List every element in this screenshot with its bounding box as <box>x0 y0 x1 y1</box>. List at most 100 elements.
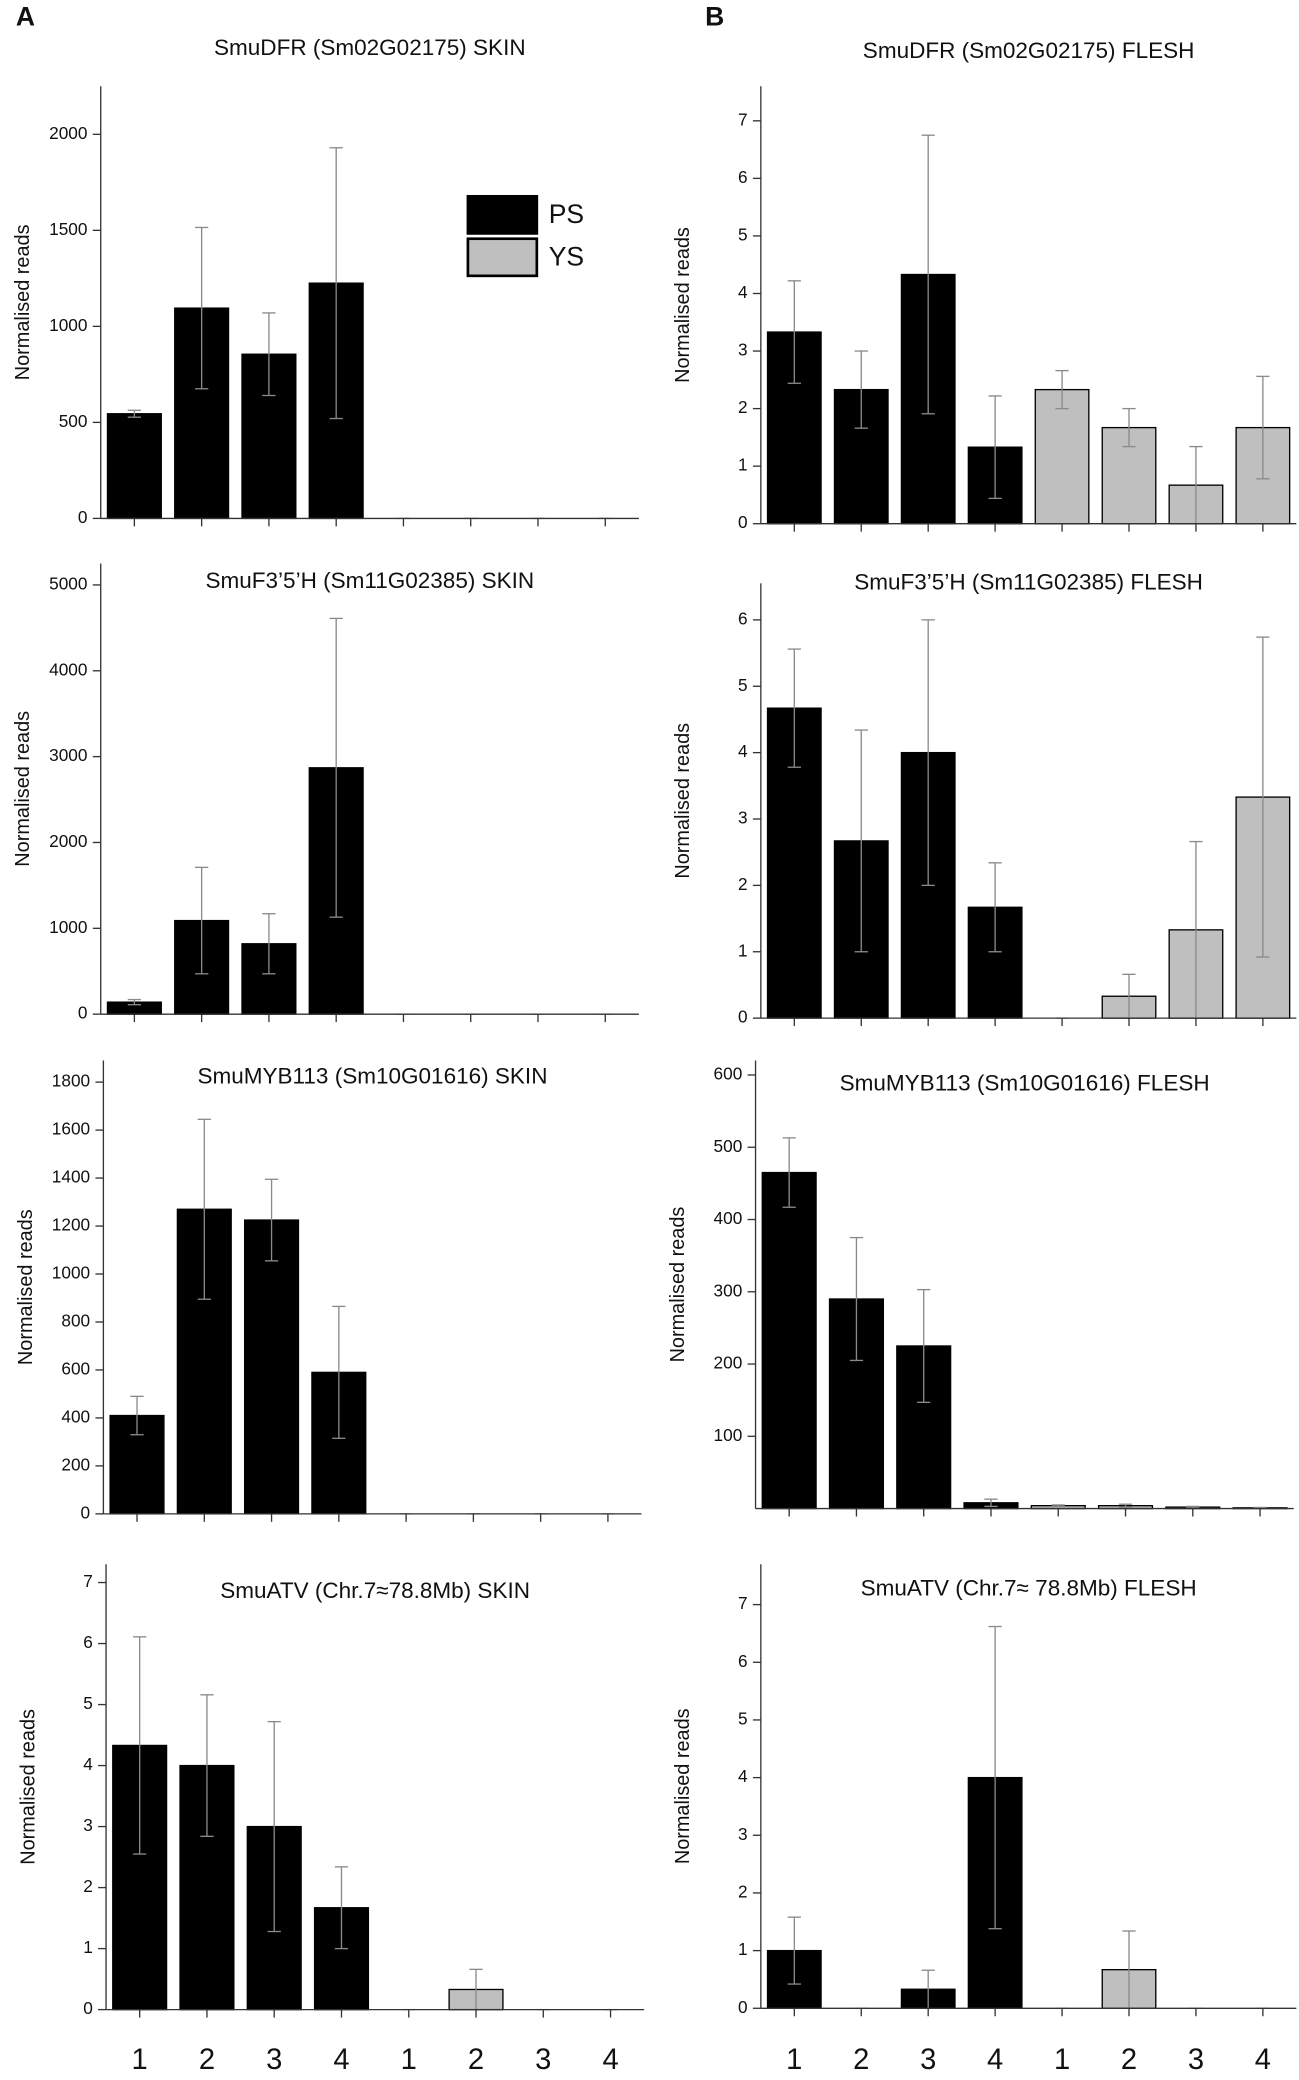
x-tick-label: 2 <box>1121 2044 1137 2076</box>
y-tick-label: 400 <box>714 1208 743 1228</box>
y-tick-label: 400 <box>61 1406 90 1426</box>
y-tick-label: 7 <box>738 1593 748 1613</box>
y-tick-label: 1000 <box>52 1263 90 1283</box>
y-tick-label: 1 <box>83 1937 93 1957</box>
y-tick-label: 1000 <box>49 917 87 937</box>
bar <box>1034 388 1090 525</box>
y-tick-label: 7 <box>738 109 748 129</box>
y-tick-label: 0 <box>83 1998 93 2018</box>
y-tick-label: 3 <box>738 340 748 360</box>
y-tick-label: 6 <box>83 1632 93 1652</box>
panel-label: B <box>705 2 724 32</box>
x-tick-label: 4 <box>333 2044 349 2076</box>
bar <box>243 1219 300 1515</box>
y-tick-label: 1000 <box>49 315 87 335</box>
x-tick-label: 4 <box>1255 2044 1271 2076</box>
y-tick-label: 4 <box>738 741 748 761</box>
y-tick-label: 0 <box>738 1007 748 1027</box>
panel-label: A <box>16 2 35 32</box>
chart-title: SmuATV (Chr.7≈ 78.8Mb) FLESH <box>861 1575 1197 1600</box>
y-tick-label: 4000 <box>49 659 87 679</box>
y-tick-label: 1 <box>738 455 748 475</box>
x-tick-label: 4 <box>602 2044 618 2076</box>
y-tick-label: 4 <box>738 1766 748 1786</box>
y-axis-label: Normalised reads <box>672 1708 694 1864</box>
y-tick-label: 0 <box>78 507 88 527</box>
x-tick-label: 2 <box>853 2044 869 2076</box>
chart-title: SmuMYB113 (Sm10G01616) SKIN <box>197 1064 547 1089</box>
y-axis-label: Normalised reads <box>15 1209 37 1365</box>
y-tick-label: 6 <box>738 608 748 628</box>
y-tick-label: 3 <box>738 1824 748 1844</box>
y-tick-label: 4 <box>738 282 748 302</box>
bar <box>311 1371 367 1515</box>
y-tick-label: 500 <box>59 411 88 431</box>
chart-title: SmuDFR (Sm02G02175) SKIN <box>214 35 526 60</box>
y-tick-label: 4 <box>83 1754 93 1774</box>
y-tick-label: 6 <box>738 167 748 187</box>
y-tick-label: 600 <box>714 1064 743 1084</box>
chart-title: SmuF3’5’H (Sm11G02385) SKIN <box>205 568 534 593</box>
y-tick-label: 1200 <box>52 1215 90 1235</box>
y-axis-label: Normalised reads <box>12 224 34 380</box>
chart-title: SmuMYB113 (Sm10G01616) FLESH <box>840 1070 1210 1095</box>
chart-title: SmuDFR (Sm02G02175) FLESH <box>863 38 1195 63</box>
y-tick-label: 0 <box>81 1502 91 1522</box>
y-tick-label: 2 <box>83 1876 93 1896</box>
y-axis-label: Normalised reads <box>17 1709 39 1865</box>
bar <box>761 1171 817 1510</box>
legend-swatch <box>466 194 539 235</box>
x-tick-label: 3 <box>266 2044 282 2076</box>
y-tick-label: 200 <box>61 1454 90 1474</box>
y-tick-label: 500 <box>714 1136 743 1156</box>
y-tick-label: 200 <box>714 1353 743 1373</box>
y-tick-label: 5 <box>738 675 748 695</box>
legend-label: YS <box>549 242 584 272</box>
y-tick-label: 2000 <box>49 123 87 143</box>
y-tick-label: 1 <box>738 940 748 960</box>
y-tick-label: 3 <box>738 808 748 828</box>
y-tick-label: 800 <box>61 1311 90 1331</box>
bar <box>106 413 162 520</box>
y-tick-label: 0 <box>738 1997 748 2017</box>
chart-title: SmuF3’5’H (Sm11G02385) FLESH <box>854 569 1203 594</box>
y-tick-label: 1400 <box>52 1167 90 1187</box>
y-tick-label: 2 <box>738 397 748 417</box>
x-tick-label: 3 <box>1188 2044 1204 2076</box>
y-tick-label: 5 <box>738 224 748 244</box>
y-axis-label: Normalised reads <box>667 1207 689 1363</box>
y-tick-label: 600 <box>61 1359 90 1379</box>
legend-label: PS <box>549 199 584 229</box>
y-tick-label: 5 <box>83 1693 93 1713</box>
y-tick-label: 100 <box>714 1425 743 1445</box>
y-tick-label: 2000 <box>49 831 87 851</box>
y-tick-label: 1 <box>738 1939 748 1959</box>
y-tick-label: 1800 <box>52 1071 90 1091</box>
x-tick-label: 3 <box>920 2044 936 2076</box>
y-tick-label: 2 <box>738 874 748 894</box>
y-tick-label: 300 <box>714 1280 743 1300</box>
y-tick-label: 2 <box>738 1881 748 1901</box>
x-tick-label: 2 <box>468 2044 484 2076</box>
x-tick-label: 1 <box>786 2044 802 2076</box>
y-tick-label: 0 <box>78 1003 88 1023</box>
y-tick-label: 7 <box>83 1571 93 1591</box>
x-tick-label: 4 <box>987 2044 1003 2076</box>
y-tick-label: 1600 <box>52 1119 90 1139</box>
legend-swatch <box>466 237 539 278</box>
y-axis-label: Normalised reads <box>672 723 694 879</box>
x-tick-label: 1 <box>401 2044 417 2076</box>
y-axis-label: Normalised reads <box>672 227 694 383</box>
x-tick-label: 1 <box>1054 2044 1070 2076</box>
y-tick-label: 5 <box>738 1708 748 1728</box>
x-tick-label: 2 <box>199 2044 215 2076</box>
y-tick-label: 0 <box>738 512 748 532</box>
chart-title: SmuATV (Chr.7≈78.8Mb) SKIN <box>220 1578 530 1603</box>
x-tick-label: 3 <box>535 2044 551 2076</box>
y-axis-label: Normalised reads <box>12 711 34 867</box>
x-tick-label: 1 <box>132 2044 148 2076</box>
y-tick-label: 1500 <box>49 219 87 239</box>
y-tick-label: 6 <box>738 1651 748 1671</box>
y-tick-label: 5000 <box>49 573 87 593</box>
